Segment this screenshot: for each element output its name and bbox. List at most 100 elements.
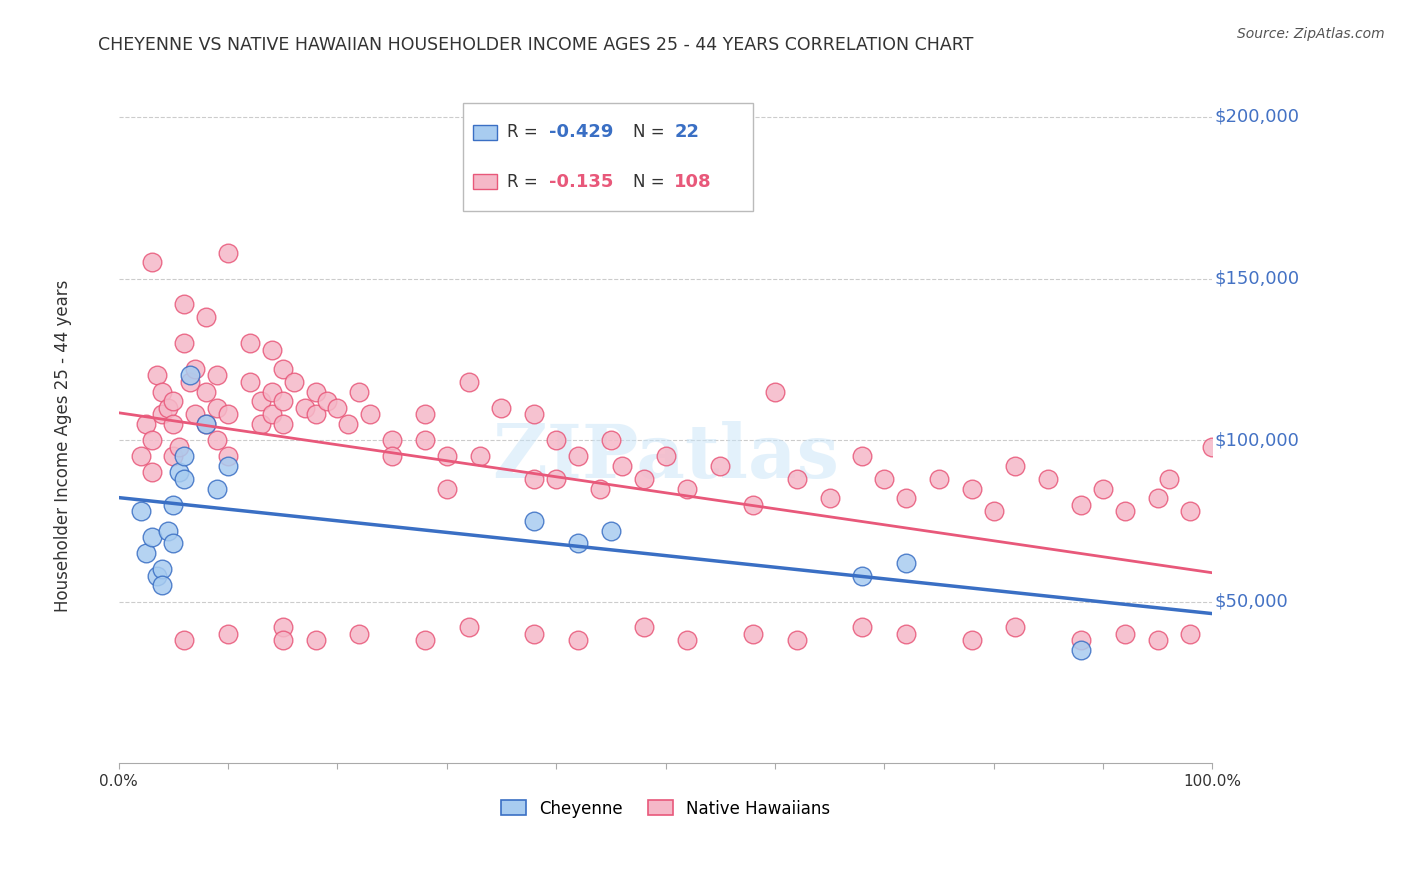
Point (271, 620, 294, 634)
Point (1180, 504, 1202, 518)
Point (491, 401, 513, 415)
Point (156, 524, 179, 538)
Point (156, 401, 179, 415)
Point (250, 394, 273, 409)
Point (205, 433, 228, 447)
Point (217, 245, 239, 260)
Text: Source: ZipAtlas.com: Source: ZipAtlas.com (1237, 27, 1385, 41)
Point (567, 536, 589, 550)
Point (129, 449, 152, 463)
Point (523, 514, 546, 528)
Text: N =: N = (633, 123, 669, 141)
Point (589, 482, 612, 496)
Point (179, 375, 201, 389)
Point (436, 482, 458, 496)
Point (546, 433, 568, 447)
Point (1146, 633, 1168, 648)
Point (851, 620, 873, 634)
Point (413, 433, 436, 447)
Point (271, 633, 294, 648)
Point (633, 472, 655, 486)
Point (742, 627, 765, 641)
Point (239, 375, 262, 389)
Text: -0.429: -0.429 (548, 123, 613, 141)
Text: ZIPatlas: ZIPatlas (492, 421, 839, 494)
Point (271, 417, 294, 431)
Point (326, 401, 349, 415)
Point (1070, 498, 1092, 512)
Point (436, 449, 458, 463)
Text: Householder Income Ages 25 - 44 years: Householder Income Ages 25 - 44 years (55, 280, 72, 612)
FancyBboxPatch shape (463, 103, 754, 211)
Point (786, 633, 808, 648)
Point (676, 482, 699, 496)
Point (610, 458, 633, 473)
Point (141, 466, 163, 480)
Text: 108: 108 (675, 173, 711, 191)
Point (960, 482, 983, 496)
Point (359, 407, 381, 421)
Point (195, 384, 218, 399)
Point (135, 546, 157, 560)
Point (818, 491, 841, 506)
Point (304, 407, 326, 421)
Text: R =: R = (508, 173, 543, 191)
Point (1038, 472, 1060, 486)
Point (205, 482, 228, 496)
Point (184, 407, 207, 421)
Point (217, 449, 239, 463)
Point (162, 394, 184, 409)
Point (523, 472, 546, 486)
Point (217, 627, 239, 641)
Point (167, 440, 190, 454)
Point (457, 375, 479, 389)
Point (742, 498, 765, 512)
Point (135, 417, 157, 431)
Point (271, 394, 294, 409)
Point (179, 368, 201, 383)
Point (1180, 627, 1202, 641)
Point (983, 504, 1005, 518)
Point (851, 568, 873, 582)
Point (195, 417, 218, 431)
Point (152, 384, 174, 399)
Point (413, 633, 436, 648)
Point (162, 498, 184, 512)
Point (786, 472, 808, 486)
Point (217, 458, 239, 473)
Point (173, 633, 195, 648)
Point (851, 449, 873, 463)
Point (152, 562, 174, 576)
Text: CHEYENNE VS NATIVE HAWAIIAN HOUSEHOLDER INCOME AGES 25 - 44 YEARS CORRELATION CH: CHEYENNE VS NATIVE HAWAIIAN HOUSEHOLDER … (98, 36, 974, 54)
Point (271, 362, 294, 376)
Text: -0.135: -0.135 (548, 173, 613, 191)
Point (1146, 491, 1168, 506)
Point (1201, 440, 1223, 454)
Point (173, 449, 195, 463)
Point (260, 407, 283, 421)
Point (468, 449, 491, 463)
Point (1004, 458, 1026, 473)
Point (960, 633, 983, 648)
Point (141, 530, 163, 544)
Point (709, 458, 731, 473)
Legend: Cheyenne, Native Hawaiians: Cheyenne, Native Hawaiians (494, 793, 837, 824)
Point (894, 491, 917, 506)
Text: $200,000: $200,000 (1215, 108, 1299, 126)
Point (873, 472, 896, 486)
Point (141, 433, 163, 447)
Point (1070, 633, 1092, 648)
Point (457, 620, 479, 634)
Point (546, 472, 568, 486)
Point (1070, 643, 1092, 657)
Point (1004, 620, 1026, 634)
Point (146, 568, 169, 582)
Point (294, 401, 316, 415)
Point (260, 384, 283, 399)
Point (167, 466, 190, 480)
Point (349, 384, 371, 399)
Text: $50,000: $50,000 (1215, 592, 1288, 611)
Point (928, 472, 950, 486)
Point (173, 472, 195, 486)
Text: $150,000: $150,000 (1215, 269, 1299, 287)
